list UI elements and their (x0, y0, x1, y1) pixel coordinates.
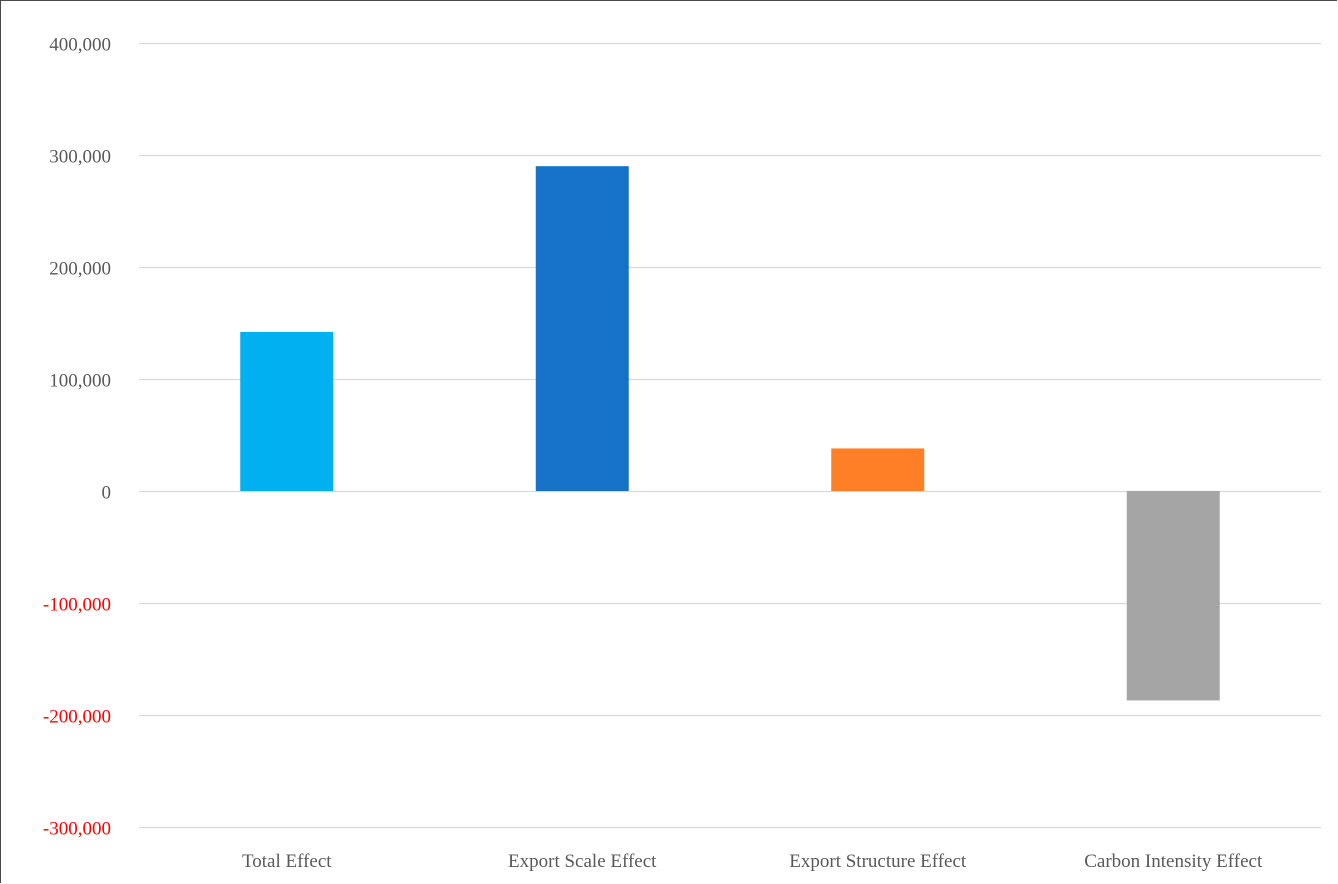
x-axis-category-labels: Total Effect Export Scale Effect Export St… (242, 851, 1263, 872)
bar-carbon-intensity-effect (1126, 491, 1220, 701)
y-tick-label: -100,000 (43, 595, 111, 616)
x-category-label: Total Effect (242, 851, 332, 872)
y-tick-label: 200,000 (49, 259, 111, 280)
bar-total-effect (240, 331, 334, 491)
y-tick-label: 400,000 (49, 35, 111, 56)
y-axis-tick-labels: 400,000 300,000 200,000 100,000 0 -100,000 -20… (43, 35, 111, 840)
y-tick-label: -200,000 (43, 707, 111, 728)
x-category-label: Carbon Intensity Effect (1084, 851, 1263, 872)
y-tick-label: 0 (102, 483, 112, 504)
y-tick-label: 100,000 (49, 371, 111, 392)
bars (240, 166, 1220, 701)
x-category-label: Export Scale Effect (508, 851, 657, 872)
x-category-label: Export Structure Effect (789, 851, 967, 872)
gridlines (139, 42, 1321, 829)
bar-export-structure-effect (831, 448, 925, 491)
bar-export-scale-effect (535, 166, 629, 491)
y-tick-label: 300,000 (49, 147, 111, 168)
y-tick-label: -300,000 (43, 819, 111, 840)
